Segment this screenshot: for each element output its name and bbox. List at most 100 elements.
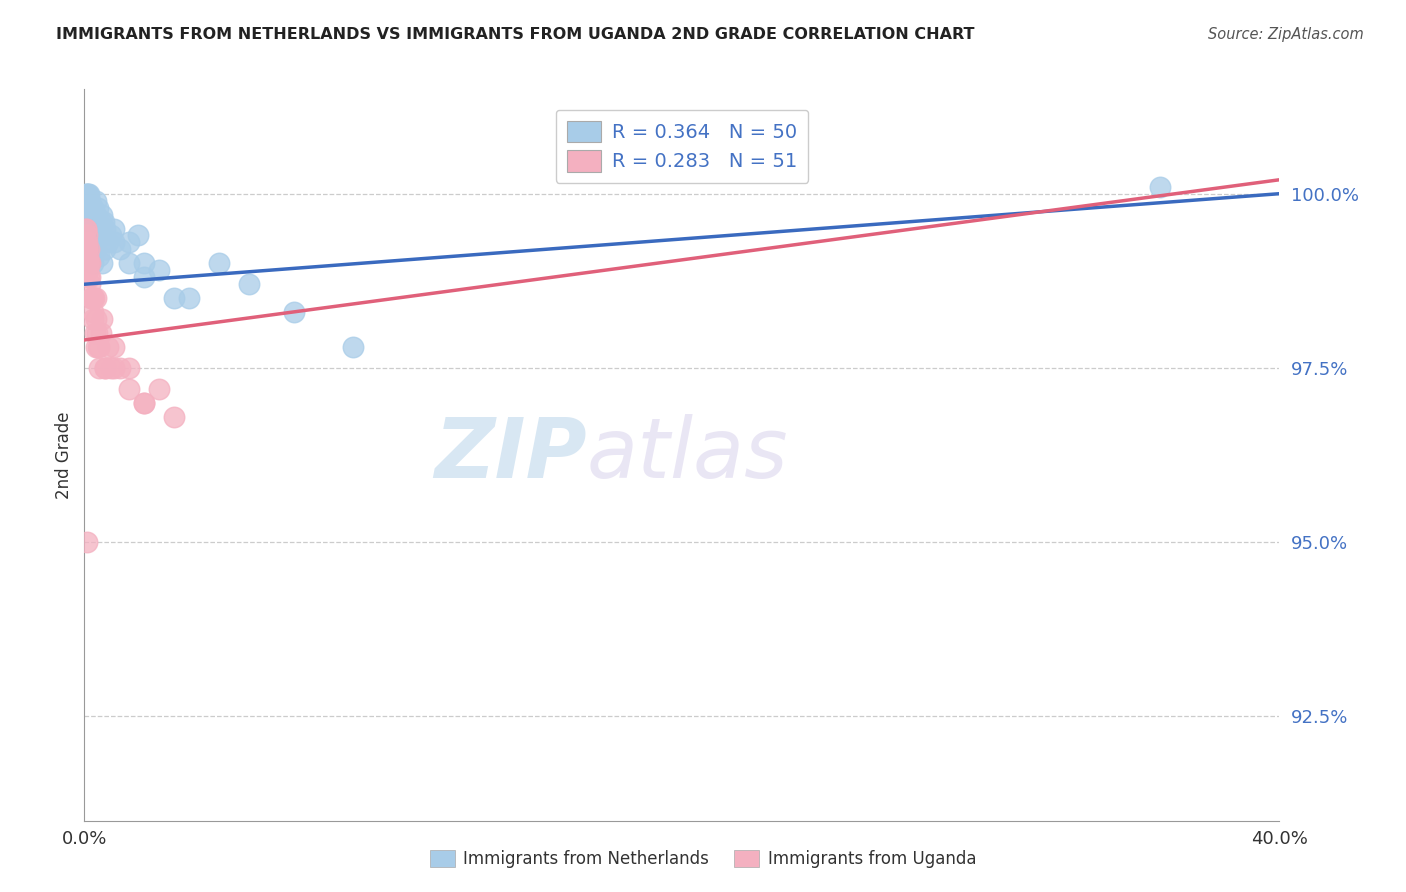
Point [83,326,105,340]
Point [76,186,98,201]
Point [103,235,125,250]
Point [80,201,103,215]
Point [94,243,117,257]
Point [97,340,120,354]
Point [118,235,141,250]
Point [82,256,104,270]
Point [110,243,132,257]
Point [84,208,107,222]
Point [82,214,104,228]
Point [118,360,141,375]
Point [79,243,101,257]
Point [91,208,114,222]
Point [86,312,108,326]
Point [132,395,156,409]
Point [89,221,111,235]
Point [86,291,108,305]
Point [90,326,112,340]
Point [93,214,115,228]
Point [76,228,98,243]
Point [89,249,111,263]
Point [77,243,100,257]
Point [83,291,105,305]
Point [283,305,305,319]
Point [94,221,117,235]
Point [87,340,110,354]
Point [77,186,100,201]
Point [82,305,104,319]
Point [103,221,125,235]
Point [163,291,186,305]
Point [132,270,156,285]
Point [76,535,98,549]
Point [75,221,97,235]
Point [73,256,96,270]
Point [76,228,98,243]
Point [89,360,111,375]
Point [77,263,100,277]
Point [79,277,101,292]
Point [110,360,132,375]
Point [75,256,97,270]
Point [80,291,103,305]
Point [97,235,120,250]
Point [77,235,100,250]
Point [103,340,125,354]
Point [148,263,170,277]
Point [76,249,98,263]
Point [82,201,104,215]
Point [1149,179,1171,194]
Point [80,291,103,305]
Point [76,235,98,250]
Point [163,409,186,424]
Text: atlas: atlas [586,415,787,495]
Point [77,270,100,285]
Point [91,256,114,270]
Point [100,360,122,375]
Point [79,256,101,270]
Point [79,201,101,215]
Point [75,243,97,257]
Point [148,382,170,396]
Point [132,395,156,409]
Point [94,360,117,375]
Point [127,228,149,243]
Point [76,243,98,257]
Point [87,201,110,215]
Legend: R = 0.364   N = 50, R = 0.283   N = 51: R = 0.364 N = 50, R = 0.283 N = 51 [555,110,808,183]
Point [89,340,111,354]
Point [177,291,200,305]
Point [83,214,105,228]
Point [86,326,108,340]
Point [80,291,103,305]
Point [208,256,231,270]
Point [75,235,97,250]
Point [77,256,100,270]
Point [76,256,98,270]
Point [77,186,100,201]
Point [77,256,100,270]
Legend: Immigrants from Netherlands, Immigrants from Uganda: Immigrants from Netherlands, Immigrants … [423,843,983,875]
Text: Source: ZipAtlas.com: Source: ZipAtlas.com [1208,27,1364,42]
Point [75,221,97,235]
Point [90,214,112,228]
Point [100,228,122,243]
Point [76,243,98,257]
Text: IMMIGRANTS FROM NETHERLANDS VS IMMIGRANTS FROM UGANDA 2ND GRADE CORRELATION CHAR: IMMIGRANTS FROM NETHERLANDS VS IMMIGRANT… [56,27,974,42]
Point [91,312,114,326]
Point [79,270,101,285]
Point [76,208,98,222]
Point [82,291,104,305]
Text: ZIP: ZIP [433,415,586,495]
Y-axis label: 2nd Grade: 2nd Grade [55,411,73,499]
Point [86,194,108,208]
Point [132,256,156,270]
Point [238,277,260,292]
Point [80,249,103,263]
Point [342,340,364,354]
Point [82,312,104,326]
Point [94,360,117,375]
Point [118,256,141,270]
Point [118,382,141,396]
Point [84,340,107,354]
